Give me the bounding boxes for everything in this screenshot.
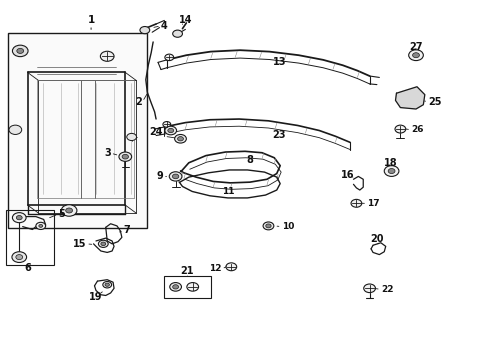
Text: 8: 8 — [246, 155, 253, 165]
Text: 11: 11 — [221, 187, 234, 196]
Circle shape — [413, 53, 419, 58]
Circle shape — [172, 174, 179, 179]
Text: 10: 10 — [282, 222, 294, 231]
Circle shape — [388, 168, 395, 174]
Text: 17: 17 — [367, 199, 380, 208]
Text: 7: 7 — [124, 225, 130, 235]
Circle shape — [12, 252, 26, 262]
Circle shape — [100, 51, 114, 61]
Circle shape — [384, 166, 399, 176]
Circle shape — [12, 213, 26, 223]
Circle shape — [39, 225, 43, 227]
Text: 18: 18 — [384, 158, 397, 168]
Circle shape — [169, 172, 182, 181]
Circle shape — [163, 122, 171, 127]
Circle shape — [172, 30, 182, 37]
Circle shape — [127, 134, 137, 140]
Circle shape — [409, 50, 423, 60]
Circle shape — [266, 224, 271, 228]
Circle shape — [98, 240, 108, 247]
Circle shape — [122, 154, 128, 159]
Circle shape — [177, 136, 183, 141]
Text: 5: 5 — [58, 209, 65, 219]
Circle shape — [170, 283, 181, 291]
Text: 25: 25 — [428, 97, 441, 107]
Text: 27: 27 — [409, 42, 423, 52]
Circle shape — [174, 134, 186, 143]
Circle shape — [12, 45, 28, 57]
Text: 4: 4 — [161, 21, 168, 31]
Circle shape — [17, 48, 24, 53]
Circle shape — [103, 282, 112, 288]
Circle shape — [395, 125, 406, 133]
Text: 12: 12 — [209, 265, 221, 274]
Text: 3: 3 — [104, 148, 111, 158]
Circle shape — [16, 255, 23, 260]
Text: 23: 23 — [272, 130, 286, 140]
Circle shape — [101, 242, 106, 246]
Circle shape — [226, 263, 237, 271]
Circle shape — [168, 129, 173, 133]
Circle shape — [263, 222, 274, 230]
Circle shape — [165, 54, 173, 60]
Polygon shape — [395, 87, 425, 109]
Text: 21: 21 — [181, 266, 194, 276]
Text: 14: 14 — [179, 15, 192, 26]
Text: 22: 22 — [381, 285, 393, 294]
Circle shape — [9, 125, 22, 134]
Text: 2: 2 — [136, 97, 143, 107]
Circle shape — [66, 208, 73, 213]
Text: 19: 19 — [89, 292, 103, 302]
Circle shape — [36, 222, 46, 229]
Text: 16: 16 — [341, 170, 354, 180]
Text: 15: 15 — [73, 239, 86, 249]
Circle shape — [61, 205, 77, 216]
Circle shape — [187, 283, 198, 291]
Circle shape — [119, 152, 132, 161]
FancyBboxPatch shape — [8, 33, 147, 228]
Circle shape — [105, 283, 109, 286]
Text: 6: 6 — [24, 263, 31, 273]
Text: 1: 1 — [87, 15, 95, 26]
Circle shape — [364, 284, 375, 293]
Circle shape — [140, 27, 150, 34]
Text: 13: 13 — [272, 57, 286, 67]
Text: 9: 9 — [156, 171, 163, 181]
Circle shape — [172, 285, 178, 289]
Text: 26: 26 — [411, 125, 424, 134]
Text: 24: 24 — [149, 127, 163, 136]
Circle shape — [351, 199, 362, 207]
Text: 20: 20 — [370, 234, 384, 244]
Circle shape — [16, 216, 22, 220]
Circle shape — [165, 126, 176, 135]
